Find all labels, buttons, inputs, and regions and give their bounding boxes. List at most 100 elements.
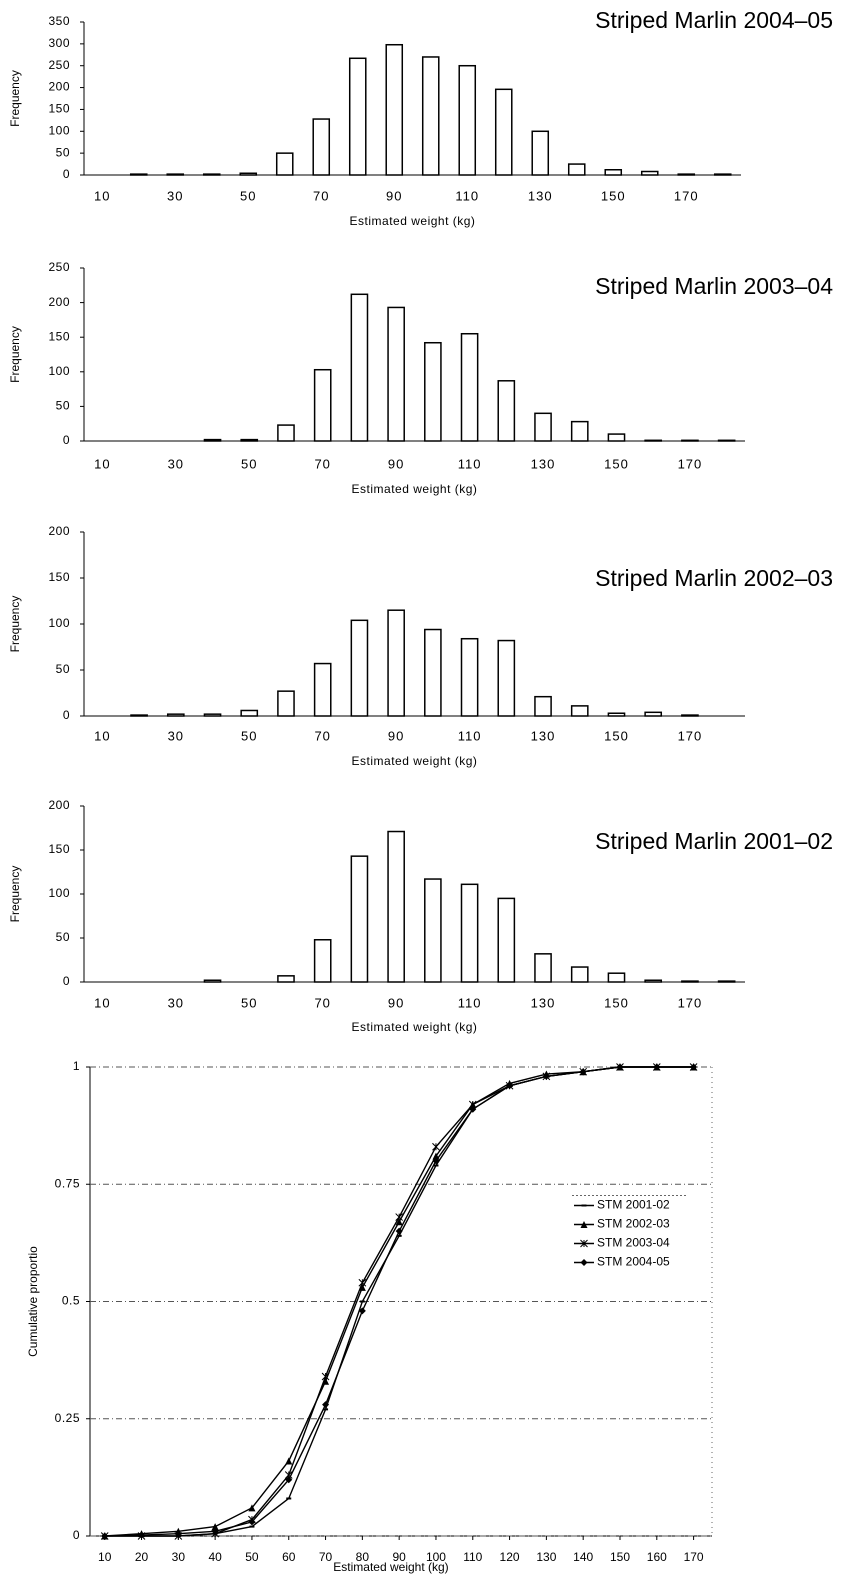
x-tick-label: 130: [531, 728, 556, 743]
x-tick-label: 170: [684, 1550, 704, 1564]
y-tick-label: 250: [48, 260, 70, 274]
x-tick-label: 80: [356, 1550, 370, 1564]
legend-marker: [580, 1239, 588, 1248]
bar: [644, 711, 663, 717]
y-tick-label: 0: [63, 167, 70, 181]
x-tick-label: 10: [94, 188, 110, 203]
marker: [286, 1497, 292, 1500]
marker: [285, 1476, 293, 1484]
series-line: [104, 1066, 694, 1537]
bar: [129, 173, 148, 176]
marker: [396, 1234, 402, 1237]
x-tick-label: 110: [463, 1550, 482, 1564]
x-tick-label: 70: [314, 456, 330, 471]
marker: [322, 1401, 330, 1409]
bar: [570, 966, 589, 983]
marker: [469, 1105, 477, 1113]
y-axis-title: Cumulative proportio: [26, 1246, 40, 1357]
x-tick-label: 30: [167, 188, 183, 203]
x-tick-label: 50: [245, 1550, 259, 1564]
marker: [285, 1457, 293, 1465]
x-tick-label: 110: [455, 188, 479, 203]
bar: [607, 433, 626, 442]
marker: [395, 1227, 403, 1235]
y-tick-label: 50: [56, 662, 70, 676]
x-tick-label: 110: [458, 456, 482, 471]
marker: [506, 1082, 514, 1090]
bar: [424, 878, 442, 983]
bar: [717, 980, 736, 983]
x-tick-label: 150: [604, 995, 629, 1010]
y-tick-label: 50: [56, 399, 70, 413]
legend-marker: [580, 1221, 588, 1228]
x-tick-label: 10: [94, 995, 110, 1010]
bar: [640, 170, 659, 176]
y-axis-title: Frequency: [8, 70, 22, 127]
bar: [494, 88, 513, 176]
x-tick-label: 170: [674, 188, 699, 203]
bar: [277, 424, 295, 442]
x-tick-label: 40: [208, 1550, 222, 1564]
x-tick-label: 90: [388, 995, 404, 1010]
bar: [421, 56, 440, 176]
marker: [358, 1283, 366, 1291]
marker: [249, 1525, 255, 1528]
y-tick-label: 250: [48, 58, 70, 72]
x-tick-label: 10: [98, 1550, 112, 1564]
chart-title: Striped Marlin 2002–03: [595, 565, 833, 591]
x-tick-label: 110: [458, 995, 482, 1010]
x-tick-label: 90: [392, 1550, 406, 1564]
bar: [717, 439, 736, 442]
bar: [387, 306, 405, 442]
y-tick-label: 100: [48, 123, 70, 137]
bar: [534, 412, 552, 442]
y-tick-label: 0: [73, 1528, 80, 1542]
bar: [350, 293, 369, 442]
x-tick-label: 150: [610, 1550, 630, 1564]
x-tick-label: 30: [168, 995, 184, 1010]
x-tick-label: 150: [601, 188, 626, 203]
bar: [534, 695, 552, 717]
chart-title: Striped Marlin 2001–02: [595, 828, 833, 854]
bar: [203, 438, 222, 442]
y-tick-label: 0: [63, 974, 70, 988]
y-tick-label: 0.5: [62, 1294, 80, 1308]
x-tick-label: 30: [168, 728, 184, 743]
bar: [534, 953, 552, 983]
marker: [579, 1068, 587, 1076]
y-tick-label: 150: [48, 329, 70, 343]
y-tick-label: 0: [63, 433, 70, 447]
x-tick-label: 130: [531, 995, 556, 1010]
bar: [424, 628, 442, 717]
x-tick-label: 130: [531, 456, 556, 471]
series-line: [104, 1066, 694, 1537]
bar: [277, 690, 295, 717]
marker: [138, 1531, 146, 1539]
marker: [432, 1157, 440, 1165]
marker: [248, 1504, 256, 1512]
marker: [211, 1527, 219, 1535]
x-axis-title: Estimated weight (kg): [352, 1020, 478, 1034]
bar: [458, 64, 477, 176]
bar: [497, 639, 516, 717]
x-tick-label: 50: [241, 728, 257, 743]
x-tick-label: 60: [282, 1550, 296, 1564]
x-tick-label: 20: [135, 1550, 149, 1564]
bar: [460, 332, 479, 442]
marker: [321, 1372, 330, 1381]
y-axis-title: Frequency: [8, 326, 22, 383]
bar: [681, 714, 699, 717]
marker: [174, 1530, 182, 1538]
bar: [130, 714, 148, 717]
x-tick-label: 70: [314, 728, 330, 743]
series-line: [104, 1066, 694, 1537]
x-tick-label: 130: [528, 188, 553, 203]
marker: [211, 1523, 219, 1531]
bar: [350, 619, 369, 717]
y-axis-title: Frequency: [8, 596, 22, 653]
bar: [387, 830, 405, 983]
marker: [358, 1278, 367, 1287]
y-tick-label: 200: [48, 798, 70, 812]
x-tick-label: 130: [536, 1550, 556, 1564]
